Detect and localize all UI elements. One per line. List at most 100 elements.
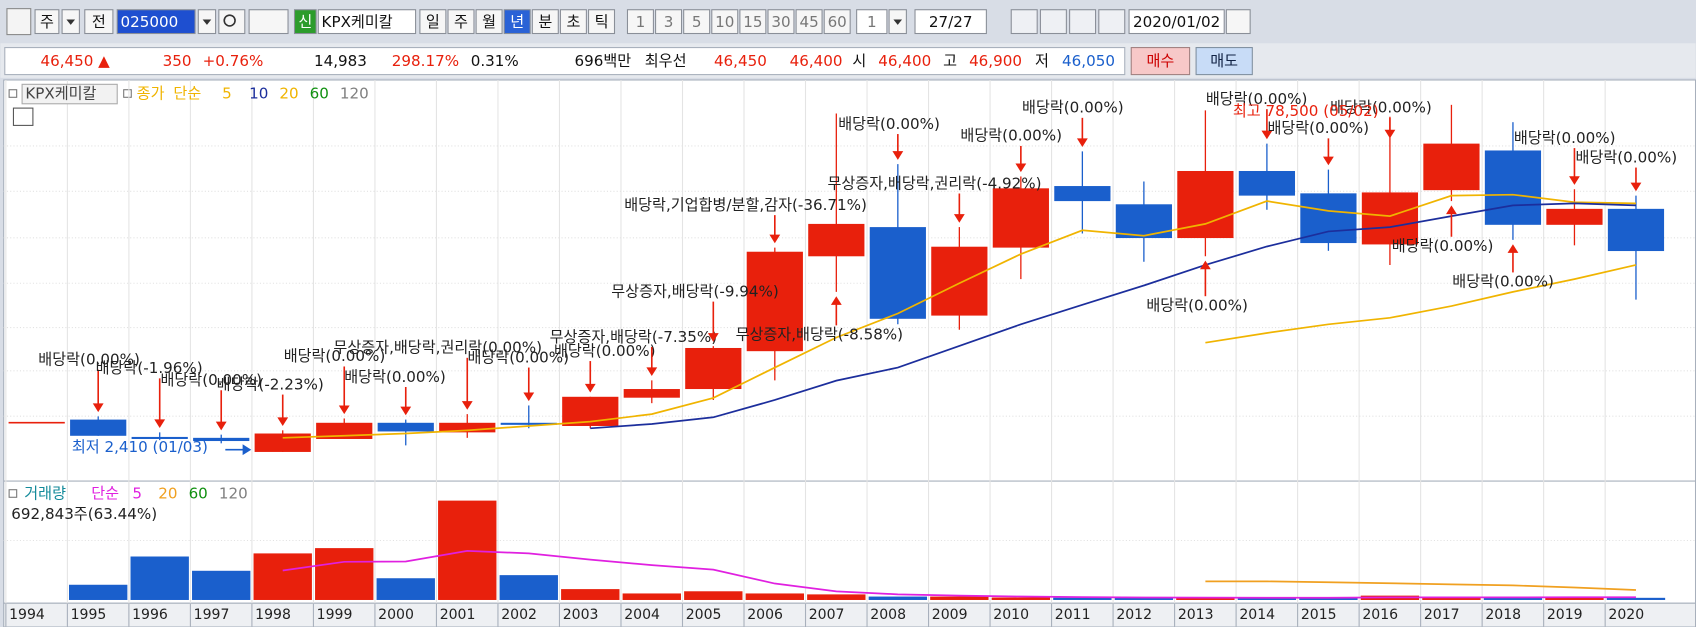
legend-name-box	[21, 83, 118, 105]
candle-body	[1054, 186, 1111, 202]
interval-button[interactable]	[711, 9, 739, 35]
volume-bar	[807, 594, 866, 600]
legend-method: 단순	[173, 85, 201, 103]
event-arrow-head	[1384, 129, 1396, 139]
volume-bar	[745, 593, 805, 600]
event-arrow-head	[523, 392, 535, 402]
interval-button-label[interactable]: 60	[828, 13, 847, 31]
button[interactable]	[34, 9, 60, 35]
quote-best-label: 최우선	[645, 52, 687, 70]
interval-button-label[interactable]: 3	[664, 13, 674, 31]
sell-button[interactable]	[1195, 47, 1253, 76]
interval-button-label[interactable]: 1	[636, 13, 646, 31]
tool-icon[interactable]	[1039, 9, 1067, 35]
x-tick-label: 2001	[440, 607, 476, 623]
event-arrow-head	[338, 405, 350, 415]
table-icon[interactable]	[12, 107, 34, 126]
event-arrow-head	[1446, 205, 1457, 215]
event-label: 무상증자,배당락,권리락(-4.92%)	[827, 174, 1041, 192]
tool-icon[interactable]	[1069, 9, 1097, 35]
interval-button[interactable]	[683, 9, 711, 35]
tool-icon[interactable]	[1098, 9, 1126, 35]
volume-bar	[499, 575, 558, 600]
event-label: 배당락(0.00%)	[838, 115, 940, 133]
interval-button[interactable]	[655, 9, 683, 35]
count-input-label[interactable]: 1	[867, 13, 877, 31]
event-label: 배당락(0.00%)	[1146, 296, 1248, 314]
interval-button-label[interactable]: 45	[799, 13, 818, 31]
candle-body	[70, 419, 127, 436]
interval-button[interactable]	[823, 9, 851, 35]
x-tick-label: 2000	[378, 607, 414, 623]
x-tick-label: 2010	[993, 607, 1029, 623]
period-button-label[interactable]: 주	[454, 13, 468, 31]
stock-name-label[interactable]: KPX케미칼	[322, 13, 393, 31]
event-label: 배당락(0.00%)	[284, 347, 386, 365]
buy-button[interactable]	[1130, 47, 1191, 76]
event-label: 배당락(0.00%)	[554, 342, 656, 360]
page-input-label[interactable]: 27/27	[929, 13, 973, 31]
buy-label[interactable]: 매수	[1146, 52, 1174, 70]
x-tick-label: 2020	[1608, 607, 1644, 623]
date-input-label[interactable]: 2020/01/02	[1133, 13, 1220, 31]
interval-button[interactable]	[795, 9, 823, 35]
code-input-label[interactable]: 025000	[120, 13, 178, 31]
legend-period: 120	[219, 485, 248, 503]
button-label[interactable]: 전	[92, 13, 106, 31]
volume-bar	[376, 578, 435, 600]
new-badge[interactable]	[293, 9, 317, 35]
period-button[interactable]	[503, 9, 531, 35]
x-tick-label: 1997	[194, 607, 230, 623]
x-tick-label: 2005	[686, 607, 722, 623]
page-input[interactable]	[914, 9, 987, 35]
period-button-label[interactable]: 틱	[595, 13, 609, 31]
legend-name: KPX케미칼	[25, 85, 96, 103]
legend-period: 10	[249, 85, 268, 103]
sound-button[interactable]	[248, 9, 289, 35]
interval-button-label[interactable]: 15	[743, 13, 762, 31]
period-button[interactable]	[588, 9, 616, 35]
search-button[interactable]	[218, 9, 246, 35]
interval-button-label[interactable]: 10	[715, 13, 734, 31]
period-button[interactable]	[447, 9, 475, 35]
period-button[interactable]	[559, 9, 587, 35]
period-button[interactable]	[475, 9, 503, 35]
event-arrow-head	[584, 383, 596, 393]
event-label: 배당락(0.00%)	[344, 368, 446, 386]
event-label: 배당락(0.00%)	[1330, 99, 1432, 117]
period-button-label[interactable]: 일	[426, 13, 440, 31]
quote-bid: 46,400	[790, 52, 843, 70]
interval-button[interactable]	[626, 9, 654, 35]
interval-button[interactable]	[739, 9, 767, 35]
interval-button-label[interactable]: 30	[771, 13, 790, 31]
volume-bar	[991, 597, 1051, 600]
date-input[interactable]	[1128, 9, 1225, 35]
button-label[interactable]: 주	[40, 13, 54, 31]
calendar-button[interactable]	[1225, 9, 1251, 35]
period-button-label[interactable]: 월	[482, 13, 496, 31]
event-arrow-head	[400, 406, 412, 416]
search-icon	[223, 14, 236, 27]
button[interactable]	[84, 9, 114, 35]
interval-button-label[interactable]: 5	[692, 13, 702, 31]
tool-icon[interactable]	[1010, 9, 1038, 35]
code-input[interactable]	[116, 9, 196, 35]
legend-period: 5	[132, 485, 142, 503]
sell-label[interactable]: 매도	[1210, 52, 1238, 70]
max-label: 최고 78,500 (05/02)	[1233, 102, 1379, 120]
new-badge-label[interactable]: 신	[298, 13, 312, 31]
stock-name[interactable]	[317, 9, 417, 35]
interval-button[interactable]	[767, 9, 795, 35]
period-button-label[interactable]: 년	[510, 13, 524, 31]
count-input[interactable]	[856, 9, 888, 35]
x-tick-label: 2017	[1424, 607, 1460, 623]
window-icon[interactable]	[6, 8, 32, 36]
period-button-label[interactable]: 초	[566, 13, 580, 31]
candle-body	[193, 437, 250, 442]
event-arrow-head	[461, 401, 473, 410]
quote-open-label: 시	[852, 52, 866, 70]
period-button[interactable]	[531, 9, 559, 35]
period-button-label[interactable]: 분	[538, 13, 552, 31]
event-label: 배당락(0.00%)	[467, 348, 569, 366]
period-button[interactable]	[419, 9, 447, 35]
